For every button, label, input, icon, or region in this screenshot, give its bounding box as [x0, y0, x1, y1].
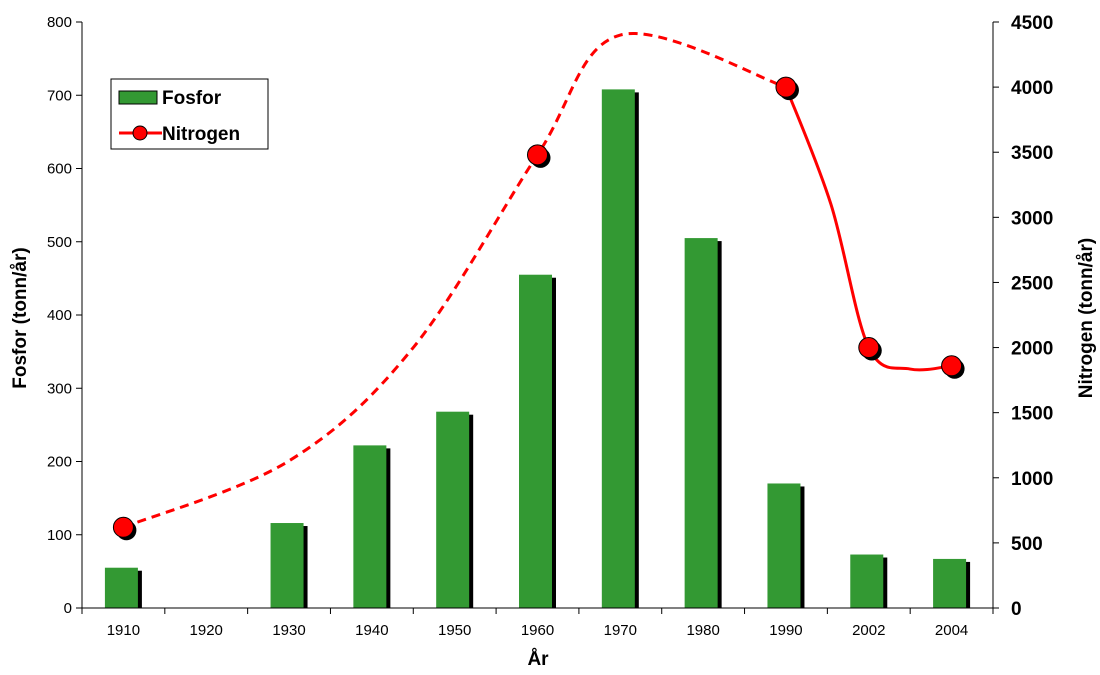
x-tick-label: 1980	[686, 622, 719, 639]
left-tick-label: 200	[47, 454, 72, 471]
x-tick-label: 1960	[521, 622, 554, 639]
fosfor-bar	[850, 554, 884, 608]
fosfor-bar	[104, 567, 138, 608]
legend: Fosfor Nitrogen	[110, 78, 269, 150]
x-tick-label: 1920	[190, 622, 223, 639]
x-tick-label: 2002	[852, 622, 885, 639]
legend-fosfor-label: Fosfor	[162, 88, 222, 109]
right-tick-label: 4500	[1011, 13, 1053, 34]
right-tick-label: 500	[1011, 534, 1043, 555]
fosfor-bar	[933, 558, 967, 608]
right-axis-title: Nitrogen (tonn/år)	[1076, 238, 1097, 398]
left-tick-label: 400	[47, 307, 72, 324]
left-tick-label: 100	[47, 527, 72, 544]
fosfor-bar	[519, 274, 552, 608]
nitrogen-dashed-line	[122, 32, 787, 529]
right-tick-label: 1000	[1011, 469, 1053, 490]
fosfor-bar	[601, 89, 635, 608]
right-tick-label: 2000	[1011, 339, 1053, 360]
fosfor-bars	[104, 89, 971, 608]
fosfor-bar	[353, 445, 387, 608]
x-tick-label: 1910	[107, 622, 140, 639]
left-axis-title: Fosfor (tonn/år)	[10, 247, 31, 388]
nitrogen-marker	[775, 76, 797, 98]
nitrogen-marker	[112, 516, 134, 538]
fosfor-bar	[767, 483, 801, 608]
right-tick-label: 3500	[1011, 143, 1053, 164]
nitrogen-marker	[858, 337, 880, 359]
fosfor-bar	[684, 238, 718, 608]
legend-nitrogen-marker	[132, 125, 148, 141]
legend-fosfor-swatch	[118, 90, 158, 105]
left-axis-ticks: 0 100 200 300 400 500 600 700 800	[47, 14, 82, 617]
x-axis-title: År	[527, 649, 549, 670]
nitrogen-marker	[527, 144, 548, 166]
x-tick-label: 1990	[769, 622, 802, 639]
right-axis-ticks: 0 500 1000 1500 2000 2500 3000 3500 4000 4500	[993, 13, 1053, 620]
x-axis-ticks: 1910 1920 1930 1940 1950 1960 1970 1980 1990 2002…	[81, 608, 994, 639]
fosfor-bar	[270, 523, 304, 608]
right-tick-label: 0	[1011, 599, 1022, 620]
nitrogen-marker	[941, 355, 963, 377]
legend-nitrogen-label: Nitrogen	[162, 124, 240, 145]
right-tick-label: 1500	[1011, 404, 1053, 425]
left-tick-label: 0	[64, 600, 72, 617]
left-tick-label: 800	[47, 14, 72, 31]
right-tick-label: 2500	[1011, 273, 1053, 294]
x-tick-label: 2004	[935, 622, 968, 639]
left-tick-label: 700	[47, 87, 72, 104]
left-tick-label: 300	[47, 380, 72, 397]
nitrogen-series	[112, 32, 965, 541]
right-tick-label: 3000	[1011, 208, 1053, 229]
left-tick-label: 500	[47, 234, 72, 251]
right-tick-label: 4000	[1011, 78, 1053, 99]
x-tick-label: 1940	[355, 622, 388, 639]
x-tick-label: 1950	[438, 622, 471, 639]
fosfor-bar	[436, 411, 470, 608]
x-tick-label: 1970	[604, 622, 637, 639]
nitrogen-solid-line	[784, 86, 952, 372]
left-tick-label: 600	[47, 161, 72, 178]
x-tick-label: 1930	[272, 622, 305, 639]
